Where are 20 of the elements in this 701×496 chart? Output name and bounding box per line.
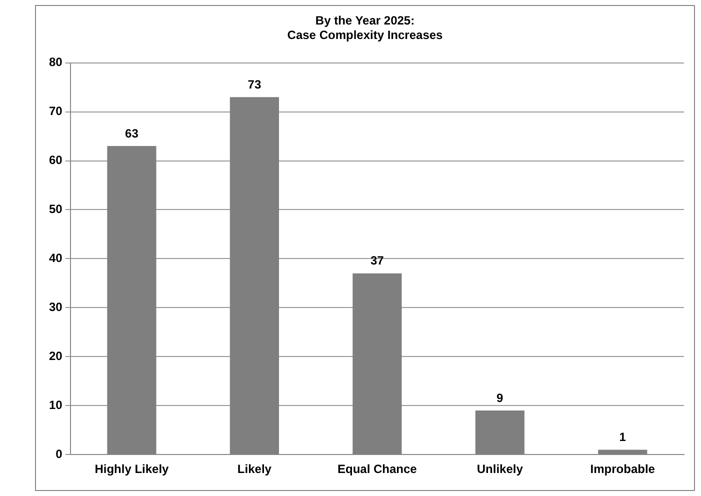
y-tick-label: 60 <box>48 153 63 168</box>
y-tick-label: 40 <box>48 251 63 266</box>
data-label: 37 <box>370 254 384 268</box>
data-label: 9 <box>496 390 504 405</box>
y-tick-label: 0 <box>56 446 63 461</box>
data-label: 73 <box>248 77 262 92</box>
y-tick-label: 70 <box>48 104 63 118</box>
x-tick-label: Equal Chance <box>337 462 418 476</box>
y-tick-label: 30 <box>48 300 63 314</box>
x-tick-label: Likely <box>237 462 272 476</box>
y-tick-label: 20 <box>48 348 63 363</box>
x-tick-label: Highly Likely <box>94 462 170 476</box>
x-tick-label: Unlikely <box>476 462 524 476</box>
chart-title: By the Year 2025: Case Complexity Increases <box>287 14 444 42</box>
y-tick-label: 50 <box>48 202 63 216</box>
data-label: 1 <box>619 430 626 444</box>
y-tick-label: 80 <box>48 55 63 70</box>
data-label: 63 <box>125 126 139 140</box>
x-tick-label: Improbable <box>590 462 656 476</box>
y-tick-label: 10 <box>48 398 63 412</box>
